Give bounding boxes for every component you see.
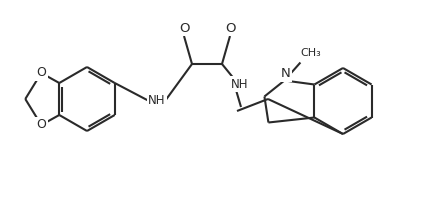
Text: O: O — [225, 21, 235, 35]
Text: N: N — [280, 67, 290, 80]
Text: O: O — [179, 21, 189, 35]
Text: NH: NH — [148, 95, 166, 108]
Text: CH₃: CH₃ — [300, 48, 321, 58]
Text: O: O — [37, 67, 46, 79]
Text: NH: NH — [231, 78, 249, 90]
Text: O: O — [37, 118, 46, 131]
